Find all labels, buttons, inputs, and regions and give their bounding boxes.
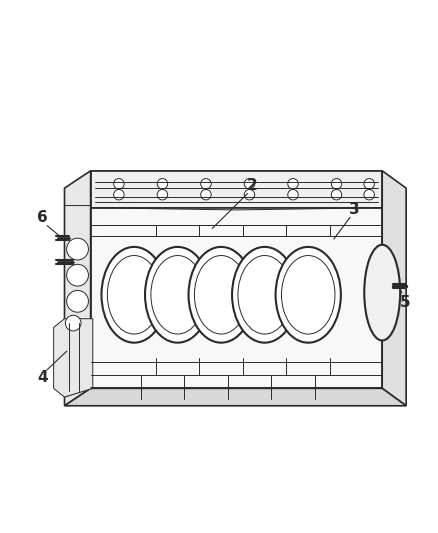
Circle shape [157,179,168,189]
Polygon shape [382,171,406,406]
Circle shape [201,179,211,189]
Circle shape [364,189,374,200]
Circle shape [288,189,298,200]
Circle shape [288,179,298,189]
Polygon shape [91,208,382,389]
Circle shape [244,179,254,189]
Circle shape [331,179,342,189]
Circle shape [67,238,88,260]
Ellipse shape [364,245,400,341]
Text: 6: 6 [37,210,48,225]
Circle shape [201,189,211,200]
Circle shape [67,290,88,312]
Text: 3: 3 [350,203,360,217]
Circle shape [114,179,124,189]
Circle shape [157,189,168,200]
Ellipse shape [145,247,210,343]
Polygon shape [64,389,406,406]
Ellipse shape [188,247,254,343]
Polygon shape [53,319,93,397]
Ellipse shape [276,247,341,343]
Polygon shape [91,171,382,208]
Ellipse shape [102,247,167,343]
Circle shape [364,179,374,189]
Circle shape [244,189,254,200]
Circle shape [331,189,342,200]
Text: 4: 4 [37,370,48,385]
Ellipse shape [232,247,297,343]
Circle shape [67,264,88,286]
Text: 5: 5 [400,295,410,310]
Circle shape [65,315,81,331]
Text: 2: 2 [246,179,257,193]
Polygon shape [64,171,91,406]
Circle shape [114,189,124,200]
